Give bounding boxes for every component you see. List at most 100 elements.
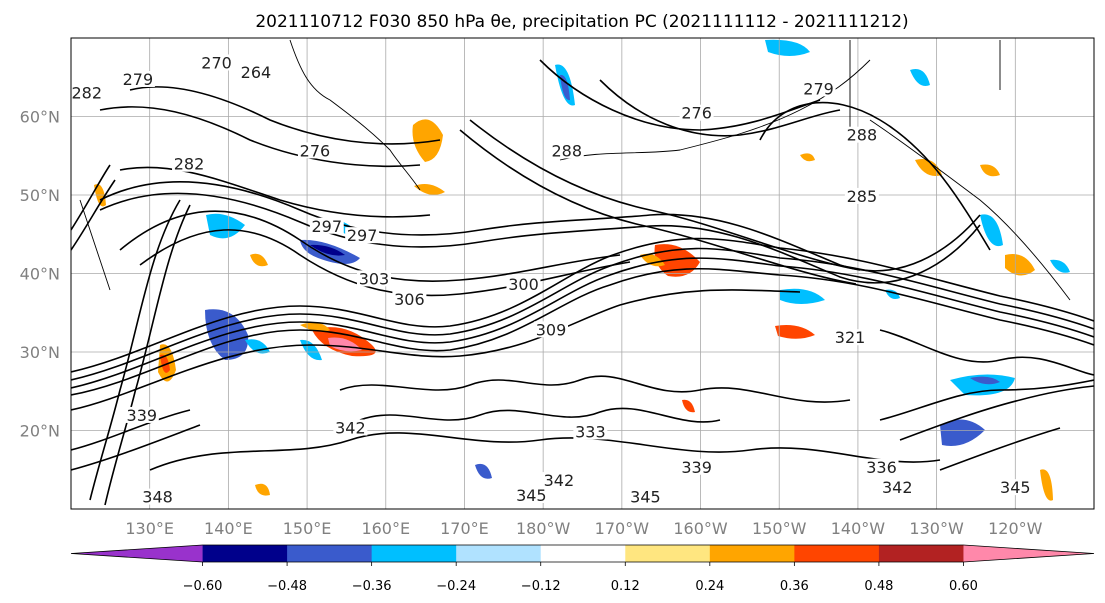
theta-e-contours — [71, 59, 1094, 506]
lon-tick-label: 130°E — [125, 519, 174, 538]
colorbar-tick-label: −0.60 — [183, 579, 223, 594]
shade-negative — [940, 419, 985, 446]
colorbar-segment — [202, 545, 288, 562]
contour-line — [71, 424, 201, 471]
contour-label: 342 — [335, 419, 366, 438]
lat-tick-label: 20°N — [20, 422, 60, 441]
contour-label: 300 — [508, 275, 539, 294]
shade-positive — [1005, 254, 1035, 276]
contour-label-bg — [998, 479, 1033, 496]
contour-label-bg — [356, 270, 391, 287]
colorbar-segment — [456, 545, 542, 562]
contour-label: 333 — [575, 422, 606, 441]
contour-line — [339, 375, 851, 403]
colorbar-tick-label: 0.24 — [695, 579, 724, 594]
shade-positive — [800, 153, 815, 162]
contour-line — [139, 229, 631, 297]
shade-negative — [780, 288, 825, 304]
contour-label: 339 — [127, 406, 158, 425]
shade-negative — [765, 39, 810, 56]
contour-label-bg — [880, 479, 915, 496]
colorbar-segment — [878, 545, 964, 562]
colorbar-tick-label: 0.48 — [864, 579, 893, 594]
contour-label-bg — [345, 227, 380, 244]
contour-line — [759, 101, 991, 251]
contour-label-bg — [333, 419, 368, 436]
contour-label: 279 — [803, 79, 834, 98]
lon-tick-label: 160°E — [361, 519, 410, 538]
contour-line — [879, 329, 1094, 376]
colorbar-tick-label: −0.24 — [436, 579, 476, 594]
contour-label-bg — [534, 321, 569, 338]
contour-label: 336 — [866, 458, 897, 477]
shade-negative — [1050, 259, 1070, 273]
colorbar: −0.60 −0.48 −0.36 −0.24 −0.12 0.12 0.24 0.36 0.4… — [70, 544, 1095, 594]
contour-line — [359, 407, 721, 423]
colorbar-tick-label: 0.36 — [780, 579, 809, 594]
contour-label-bg — [514, 487, 549, 504]
contour-label: 345 — [630, 488, 661, 507]
coastline — [79, 199, 111, 291]
shade-positive — [1040, 469, 1053, 501]
contour-label: 321 — [835, 328, 866, 347]
contour-line — [71, 179, 116, 251]
colorbar-segment — [287, 545, 373, 562]
longitude-axis: 130°E 140°E 150°E 160°E 170°E 180°W 170°W 160°W… — [125, 519, 1042, 538]
colorbar-extend-min — [71, 545, 203, 562]
contour-line — [899, 385, 1094, 441]
contour-line — [939, 427, 1061, 471]
colorbar-tick-label: 0.60 — [949, 579, 978, 594]
lat-tick-label: 30°N — [20, 343, 60, 362]
colorbar-segment — [709, 545, 795, 562]
contour-label-bg — [549, 142, 584, 159]
contour-line — [71, 257, 1094, 389]
shade-negative — [475, 463, 492, 479]
lat-tick-label: 50°N — [20, 186, 60, 205]
contour-label: 270 — [201, 53, 232, 72]
contour-label: 348 — [142, 488, 173, 507]
contour-label-bg — [573, 423, 608, 440]
contour-label-bg — [506, 275, 541, 292]
lon-tick-label: 170°W — [595, 519, 650, 538]
colorbar-tick-label: −0.48 — [267, 579, 307, 594]
colorbar-tick-label: −0.12 — [521, 579, 561, 594]
shade-positive — [682, 399, 695, 413]
colorbar-segment — [625, 545, 711, 562]
contour-label-bg — [844, 187, 879, 204]
contour-label-bg — [309, 217, 344, 234]
shade-positive — [300, 322, 330, 332]
contour-line — [71, 237, 1094, 373]
contour-label: 309 — [536, 320, 567, 339]
lon-tick-label: 160°W — [673, 519, 728, 538]
contour-label: 345 — [516, 486, 547, 505]
contour-label: 342 — [882, 478, 913, 497]
contour-label-bg — [199, 54, 234, 71]
lon-tick-label: 150°W — [752, 519, 807, 538]
shade-positive — [250, 253, 268, 267]
contour-label-bg — [69, 84, 104, 101]
contour-label: 306 — [394, 290, 425, 309]
contour-label: 339 — [681, 458, 712, 477]
contour-line — [879, 379, 1094, 421]
lat-tick-label: 60°N — [20, 108, 60, 127]
contour-line — [71, 247, 1094, 381]
contour-label-bg — [392, 290, 427, 307]
contour-label: 282 — [71, 83, 102, 102]
contour-label: 303 — [359, 269, 390, 288]
shade-negative — [970, 376, 1000, 385]
shade-positive — [980, 164, 1000, 177]
contour-label: 297 — [311, 217, 342, 236]
contour-label-bg — [679, 458, 714, 475]
contour-label-bg — [864, 458, 899, 475]
contour-label: 288 — [847, 126, 878, 145]
colorbar-tick-label: −0.36 — [352, 579, 392, 594]
shade-positive — [412, 119, 443, 162]
contour-line — [104, 204, 191, 506]
shade-positive — [640, 253, 665, 267]
contour-label: 279 — [123, 70, 154, 89]
lat-tick-label: 40°N — [20, 265, 60, 284]
contour-label: 345 — [1000, 478, 1031, 497]
